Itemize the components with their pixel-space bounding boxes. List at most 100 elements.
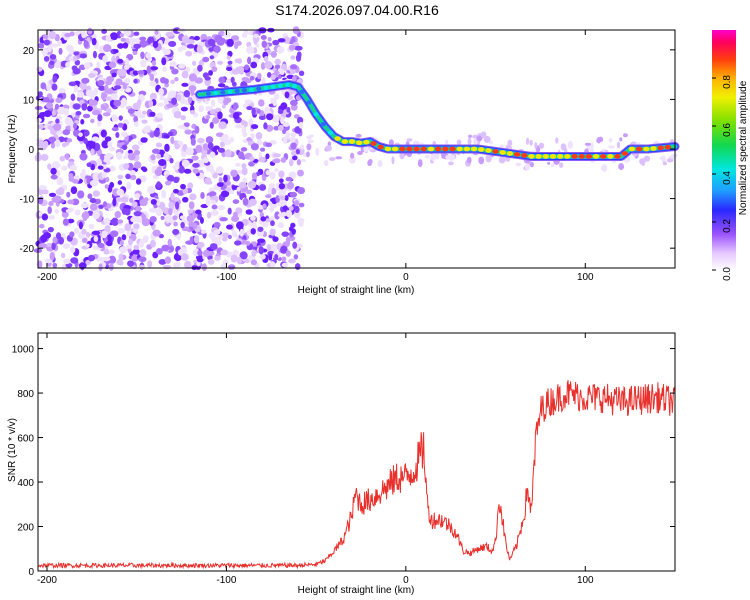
spectrogram-noise-dot	[79, 152, 88, 161]
spectrogram-noise-dot	[100, 104, 106, 111]
spectrogram-noise-dot	[252, 221, 257, 229]
spectrogram-noise-dot	[156, 112, 163, 119]
spectrogram-noise-dot	[137, 70, 145, 75]
spectrogram-noise-dot	[245, 189, 253, 195]
spectrogram-noise-dot	[213, 145, 220, 150]
spectrogram-noise-dot	[315, 147, 320, 156]
spectrogram-noise-dot	[161, 57, 167, 66]
spectrogram-noise-dot	[100, 129, 107, 138]
spectrogram-noise-dot	[263, 122, 268, 130]
spectrogram-noise-dot	[53, 195, 62, 203]
spectrogram-noise-dot	[217, 147, 226, 153]
spectrogram-noise-dot	[89, 203, 98, 211]
spectrogram-noise-dot	[149, 111, 156, 117]
spectrogram-noise-dot	[192, 168, 199, 174]
spectrogram-noise-dot	[158, 233, 164, 239]
spectrogram-noise-dot	[220, 249, 229, 256]
spectrogram-y-tick-label: -20	[20, 244, 35, 255]
spectrogram-noise-dot	[50, 167, 57, 175]
spectrogram-noise-dot	[43, 96, 49, 103]
spectrogram-noise-dot	[61, 165, 68, 171]
spectrogram-noise-dot	[170, 192, 175, 201]
spectrogram-noise-dot	[165, 31, 174, 37]
spectrogram-y-ticks: -20 -10 0 10 20	[20, 46, 675, 255]
spectrogram-noise-dot	[102, 154, 111, 163]
spectrogram-noise-dot	[109, 181, 115, 189]
spectrogram-noise-dot	[85, 259, 91, 266]
spectrogram-noise-dot	[534, 142, 538, 149]
spectrogram-noise-dot	[162, 66, 167, 72]
spectrogram-noise-dot	[207, 38, 216, 47]
spectrogram-noise-dot	[132, 102, 141, 111]
spectrogram-noise-dot	[177, 46, 183, 53]
spectrogram-noise-dot	[280, 245, 288, 254]
spectrogram-noise-dot	[149, 80, 157, 87]
spectrogram-noise-dot	[110, 93, 118, 100]
spectrogram-ridge-peak	[521, 153, 528, 158]
spectrogram-noise-dot	[185, 147, 194, 156]
spectrogram-noise-dot	[246, 229, 252, 237]
spectrogram-noise-dot	[168, 200, 175, 210]
spectrogram-noise-dot	[130, 217, 136, 223]
spectrogram-noise-dot	[168, 207, 173, 216]
spectrogram-noise-dot	[183, 168, 192, 174]
spectrogram-noise-dot	[189, 236, 194, 243]
spectrogram-noise-dot	[289, 64, 298, 70]
spectrogram-noise-dot	[221, 104, 226, 109]
spectrogram-noise-dot	[155, 207, 163, 217]
spectrogram-noise-dot	[57, 187, 65, 196]
spectrogram-noise-dot	[141, 110, 147, 115]
spectrogram-noise-dot	[590, 142, 594, 149]
spectrogram-noise-dot	[195, 209, 202, 215]
spectrogram-noise-dot	[220, 263, 226, 270]
spectrogram-noise-dot	[87, 254, 96, 262]
spectrogram-noise-dot	[257, 226, 264, 232]
spectrogram-ridge-peak	[306, 100, 312, 105]
spectrogram-noise-dot	[121, 97, 127, 105]
spectrogram-noise-dot	[116, 188, 125, 196]
spectrogram-noise-dot	[108, 61, 117, 69]
spectrogram-noise-dot	[47, 206, 52, 215]
spectrogram-noise-dot	[215, 166, 224, 174]
spectrogram-noise-dot	[98, 263, 103, 272]
spectrogram-noise-layer	[33, 26, 678, 272]
spectrogram-ridge-peak	[592, 154, 600, 159]
spectrogram-ridge-peak	[256, 86, 262, 91]
spectrogram-noise-dot	[68, 176, 75, 182]
spectrogram-noise-dot	[209, 109, 216, 115]
spectrogram-noise-dot	[85, 231, 91, 238]
spectrogram-noise-dot	[166, 174, 175, 182]
spectrogram-noise-dot	[62, 218, 69, 226]
spectrogram-noise-dot	[58, 47, 63, 55]
spectrogram-noise-dot	[36, 66, 43, 72]
spectrogram-noise-dot	[114, 210, 122, 219]
spectrogram-noise-dot	[184, 260, 192, 269]
spectrogram-noise-dot	[191, 94, 197, 102]
spectrogram-noise-dot	[559, 162, 564, 168]
colorbar-tick-label: 0.2	[722, 219, 733, 233]
spectrogram-noise-dot	[164, 215, 172, 223]
spectrogram-noise-dot	[147, 36, 155, 45]
colorbar: 0.0 0.2 0.4 0.6 0.8 Normalized spectral ampl…	[712, 30, 749, 281]
spectrogram-noise-dot	[74, 209, 81, 216]
spectrogram-noise-dot	[62, 129, 71, 136]
spectrogram-noise-dot	[176, 233, 182, 240]
spectrogram-noise-dot	[65, 208, 73, 213]
spectrogram-noise-dot	[291, 155, 298, 161]
spectrogram-noise-dot	[173, 262, 179, 269]
spectrogram-noise-dot	[290, 222, 296, 228]
spectrogram-noise-dot	[194, 125, 200, 134]
spectrogram-noise-dot	[241, 167, 248, 176]
spectrogram-noise-dot	[171, 68, 179, 75]
spectrogram-ridge-peak	[420, 146, 427, 152]
spectrogram-noise-dot	[290, 132, 297, 137]
spectrogram-noise-dot	[434, 151, 440, 160]
spectrogram-noise-dot	[659, 156, 666, 161]
spectrogram-noise-dot	[242, 131, 248, 138]
spectrogram-ridge-peak	[348, 139, 356, 144]
spectrogram-noise-dot	[48, 215, 56, 220]
spectrogram-noise-dot	[250, 215, 256, 221]
spectrogram-noise-dot	[245, 240, 251, 246]
spectrogram-noise-dot	[216, 182, 224, 187]
